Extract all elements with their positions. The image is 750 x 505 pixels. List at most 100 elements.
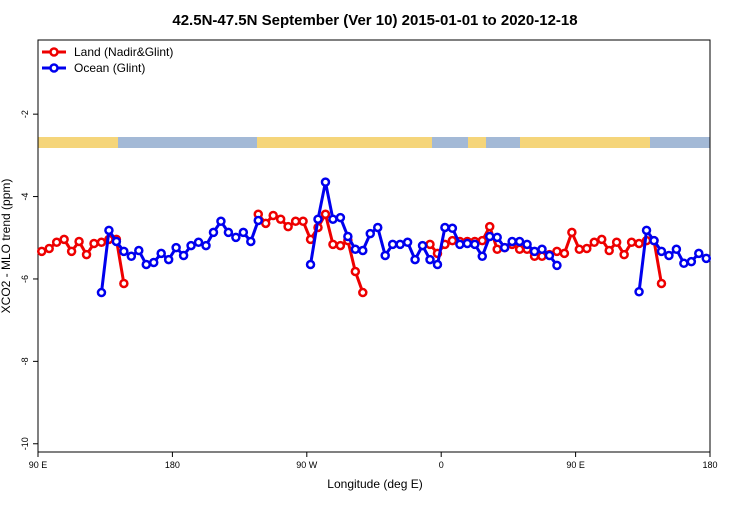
data-point	[283, 221, 293, 232]
data-point	[552, 246, 562, 257]
data-point	[455, 239, 465, 250]
x-axis-label: Longitude (deg E)	[327, 477, 422, 491]
data-point	[290, 216, 301, 227]
data-point	[425, 239, 435, 250]
data-point	[440, 222, 450, 233]
data-point	[96, 237, 107, 248]
data-point	[574, 244, 585, 255]
data-point	[425, 254, 435, 265]
data-point	[492, 244, 502, 255]
data-point	[253, 215, 264, 226]
data-point	[634, 238, 644, 249]
data-point	[59, 234, 69, 245]
data-point	[313, 214, 323, 224]
plot-frame	[37, 39, 711, 453]
data-point	[567, 227, 577, 238]
data-point	[514, 236, 525, 247]
legend-label: Ocean (Glint)	[74, 61, 145, 75]
data-point	[193, 237, 204, 248]
x-tick-label: 180	[702, 460, 717, 470]
data-point	[544, 250, 555, 261]
data-point	[484, 221, 495, 232]
data-point	[596, 234, 607, 245]
data-point	[529, 246, 540, 257]
data-point	[537, 244, 547, 255]
data-point	[350, 266, 361, 277]
data-point	[447, 223, 458, 234]
data-point	[328, 239, 338, 250]
data-point	[432, 259, 443, 270]
data-point	[134, 245, 144, 256]
y-tick-label: -8	[20, 357, 30, 365]
data-point	[44, 243, 54, 254]
y-tick-label: -6	[20, 275, 30, 283]
data-point	[246, 236, 256, 247]
data-point	[223, 227, 234, 238]
data-point	[126, 251, 137, 262]
data-point	[96, 287, 107, 298]
x-tick-label: 90 E	[29, 460, 48, 470]
data-point	[275, 214, 286, 224]
data-point	[641, 225, 652, 236]
data-point	[305, 259, 316, 270]
data-point	[171, 242, 181, 253]
data-point	[484, 231, 495, 242]
data-point	[328, 214, 338, 224]
data-point	[395, 239, 405, 250]
chart-title: 42.5N-47.5N September (Ver 10) 2015-01-0…	[172, 12, 577, 29]
data-point	[417, 240, 428, 251]
data-point	[51, 237, 62, 248]
data-point	[589, 237, 600, 248]
data-point	[81, 249, 92, 260]
data-point	[626, 237, 637, 248]
data-point	[156, 248, 166, 259]
data-point	[649, 235, 659, 246]
data-point	[477, 251, 488, 262]
data-point	[260, 218, 271, 229]
data-point	[686, 256, 697, 267]
data-point	[507, 236, 517, 247]
data-point	[201, 240, 211, 251]
data-point	[694, 248, 704, 259]
data-point	[148, 257, 159, 268]
data-point	[402, 237, 413, 248]
data-point	[387, 239, 398, 250]
data-point	[111, 236, 122, 247]
data-point	[119, 278, 129, 289]
data-point	[664, 250, 674, 261]
data-point	[335, 212, 346, 223]
data-point	[36, 246, 47, 257]
data-point	[216, 216, 226, 227]
legend-item: Land (Nadir&Glint)	[42, 45, 173, 59]
data-point	[372, 222, 383, 233]
land-band	[468, 137, 486, 148]
data-point	[514, 244, 525, 255]
data-point	[410, 254, 420, 265]
land-ocean-strip	[38, 137, 710, 148]
data-point	[462, 238, 473, 249]
data-point	[671, 244, 682, 255]
data-point	[634, 286, 644, 297]
data-point	[619, 249, 629, 260]
data-point	[335, 240, 346, 251]
data-point	[268, 210, 278, 221]
data-point	[89, 238, 99, 249]
data-point	[350, 244, 361, 255]
x-tick-label: 0	[439, 460, 444, 470]
data-point	[499, 242, 510, 253]
data-point	[208, 227, 219, 238]
data-point	[163, 254, 174, 265]
legend-label: Land (Nadir&Glint)	[74, 45, 173, 59]
legend-marker	[49, 63, 59, 73]
legend-item: Ocean (Glint)	[42, 61, 145, 75]
y-tick-label: -4	[20, 193, 30, 201]
data-point	[358, 245, 368, 256]
data-point	[186, 240, 196, 251]
data-point	[701, 253, 712, 264]
data-point	[104, 225, 114, 236]
data-point	[380, 250, 390, 261]
land-band	[38, 137, 118, 148]
data-point	[522, 239, 532, 250]
data-point	[492, 232, 502, 243]
